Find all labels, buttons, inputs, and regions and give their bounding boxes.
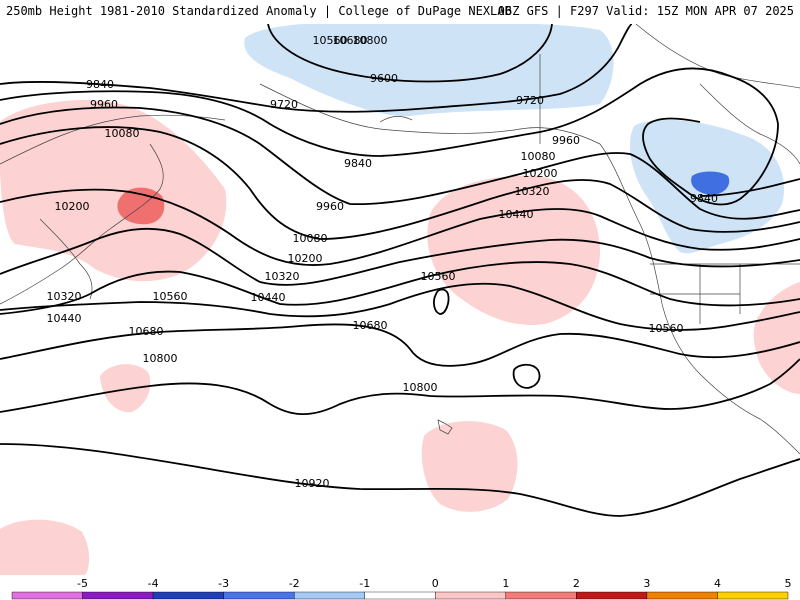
colorbar-tick-label: 3 bbox=[643, 577, 650, 590]
contour-10800 bbox=[0, 358, 800, 416]
contour-label: 9960 bbox=[316, 200, 344, 213]
colorbar-swatch-neg4 bbox=[82, 591, 154, 600]
pos-anomaly-east bbox=[753, 282, 800, 394]
contour-label: 9720 bbox=[270, 98, 298, 111]
closed-contour-2 bbox=[512, 363, 541, 389]
pos-anomaly-central-pacific bbox=[427, 175, 600, 325]
contour-label: 10680 bbox=[333, 34, 368, 47]
contour-label: 10200 bbox=[523, 167, 558, 180]
pos-anomaly-southwest bbox=[0, 519, 90, 575]
colorbar-tick-label: 0 bbox=[432, 577, 439, 590]
colorbar-swatch-neg5 bbox=[11, 591, 83, 600]
contour-label: 10440 bbox=[499, 208, 534, 221]
contour-label: 10440 bbox=[47, 312, 82, 325]
contour-label: 10920 bbox=[295, 477, 330, 490]
contour-label: 10080 bbox=[293, 232, 328, 245]
contour-label: 10680 bbox=[353, 319, 388, 332]
contour-10560 bbox=[0, 282, 800, 331]
contour-9840 bbox=[0, 67, 779, 206]
map-header: 250mb Height 1981-2010 Standardized Anom… bbox=[0, 0, 800, 24]
contour-label: 10320 bbox=[265, 270, 300, 283]
closed-contour-1 bbox=[433, 288, 450, 315]
contour-label: 10560 bbox=[421, 270, 456, 283]
contour-label: 9840 bbox=[86, 78, 114, 91]
colorbar-swatch-pos4 bbox=[646, 591, 718, 600]
colorbar-tick-label: -1 bbox=[359, 577, 370, 590]
contour-9840-east bbox=[699, 178, 800, 197]
contour-label: 9960 bbox=[552, 134, 580, 147]
neg-anomaly-core bbox=[691, 171, 730, 195]
contour-label: 10320 bbox=[47, 290, 82, 303]
colorbar-tick-label: -2 bbox=[289, 577, 300, 590]
contour-label: 9600 bbox=[370, 72, 398, 85]
contour-10680 bbox=[0, 323, 800, 367]
contour-label: 10200 bbox=[55, 200, 90, 213]
contour-9720 bbox=[0, 24, 633, 113]
anomaly-colorbar: -5 -4 -3 -2 -1 0 1 2 3 4 5 bbox=[11, 577, 792, 600]
contour-label: 10080 bbox=[105, 127, 140, 140]
contour-label: 10200 bbox=[288, 252, 323, 265]
contour-9600 bbox=[267, 24, 553, 83]
contour-9960 bbox=[0, 106, 800, 220]
colorbar-swatch-pos2 bbox=[505, 591, 577, 600]
contour-labels: 9840996010080102001032010440105601068010… bbox=[47, 34, 719, 490]
contour-label: 9720 bbox=[516, 94, 544, 107]
neg-anomaly-alaska bbox=[244, 24, 614, 117]
contour-label: 9840 bbox=[690, 192, 718, 205]
colorbar-tick-label: 4 bbox=[714, 577, 721, 590]
anomaly-map: 9840996010080102001032010440105601068010… bbox=[0, 24, 800, 575]
contour-label: 10800 bbox=[353, 34, 388, 47]
colorbar-swatch-pos5 bbox=[717, 591, 789, 600]
colorbar-ticks: -5 -4 -3 -2 -1 0 1 2 3 4 5 bbox=[77, 577, 791, 590]
contour-10080 bbox=[0, 126, 800, 240]
anomaly-shading bbox=[0, 24, 800, 575]
colorbar-tick-label: 2 bbox=[573, 577, 580, 590]
contour-label: 10680 bbox=[129, 325, 164, 338]
colorbar-swatch-neg1 bbox=[293, 591, 365, 600]
contour-label: 10800 bbox=[403, 381, 438, 394]
contour-label: 9960 bbox=[90, 98, 118, 111]
contour-label: 10080 bbox=[521, 150, 556, 163]
colorbar-swatch-neg3 bbox=[152, 591, 224, 600]
contour-label: 10440 bbox=[251, 291, 286, 304]
colorbar-swatch-pos1 bbox=[435, 591, 507, 600]
pos-anomaly-hawaii bbox=[421, 421, 518, 512]
colorbar-tick-label: 5 bbox=[785, 577, 792, 590]
contour-label: 10800 bbox=[143, 352, 178, 365]
contour-label: 10560 bbox=[313, 34, 348, 47]
colorbar-swatch-pos3 bbox=[576, 591, 648, 600]
contour-10440 bbox=[0, 261, 800, 315]
contour-10200 bbox=[0, 188, 800, 266]
colorbar-swatches bbox=[11, 591, 789, 600]
contour-label: 10320 bbox=[515, 185, 550, 198]
contour-10920 bbox=[0, 443, 800, 517]
height-contours bbox=[0, 24, 800, 517]
pos-anomaly-west-pacific bbox=[100, 364, 151, 413]
contour-label: 9840 bbox=[344, 157, 372, 170]
colorbar-tick-label: -4 bbox=[148, 577, 159, 590]
colorbar-swatch-neutral bbox=[364, 591, 436, 600]
colorbar-tick-label: -5 bbox=[77, 577, 88, 590]
contour-label: 10560 bbox=[153, 290, 188, 303]
header-valid-time: 06Z GFS | F297 Valid: 15Z MON APR 07 202… bbox=[497, 4, 794, 18]
colorbar-swatch-neg2 bbox=[223, 591, 295, 600]
header-title: 250mb Height 1981-2010 Standardized Anom… bbox=[6, 4, 512, 18]
colorbar-tick-label: 1 bbox=[502, 577, 509, 590]
contour-label: 10560 bbox=[649, 322, 684, 335]
contour-10320 bbox=[0, 227, 800, 286]
colorbar-tick-label: -3 bbox=[218, 577, 229, 590]
